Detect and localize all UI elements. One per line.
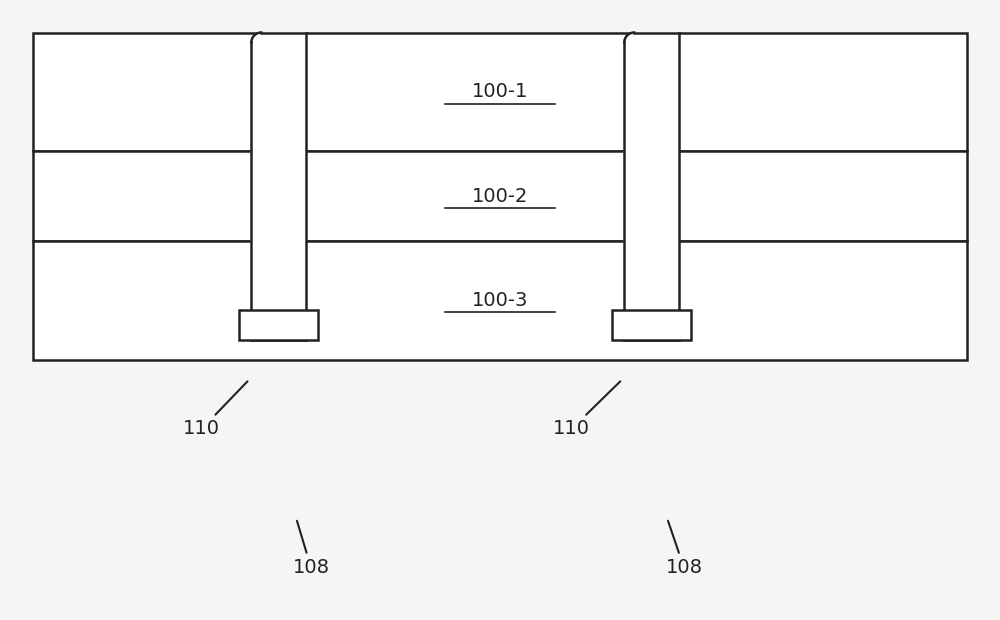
- Polygon shape: [251, 32, 306, 340]
- Text: 108: 108: [293, 521, 330, 577]
- Text: 108: 108: [665, 521, 702, 577]
- Polygon shape: [624, 32, 679, 340]
- Text: 100-1: 100-1: [472, 82, 528, 102]
- Text: 100-2: 100-2: [472, 187, 528, 206]
- Bar: [624, 42, 679, 340]
- Text: 100-3: 100-3: [472, 291, 528, 309]
- Bar: [239, 310, 318, 340]
- Bar: [251, 42, 306, 340]
- Text: 110: 110: [183, 381, 247, 438]
- Bar: [33, 151, 967, 241]
- Bar: [33, 32, 967, 151]
- Bar: [612, 310, 691, 340]
- Bar: [33, 241, 967, 360]
- Text: 110: 110: [553, 381, 620, 438]
